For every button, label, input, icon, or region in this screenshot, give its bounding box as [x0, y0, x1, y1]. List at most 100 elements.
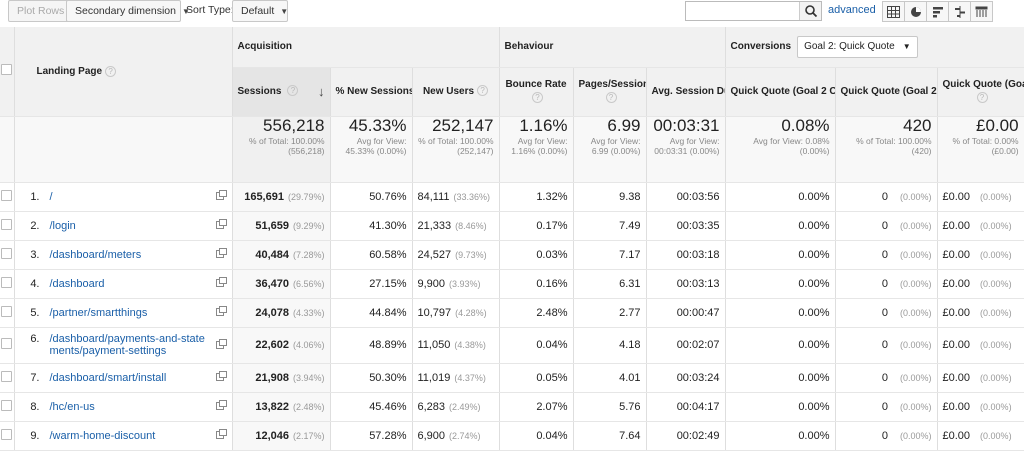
open-page-icon[interactable]: [215, 248, 227, 261]
help-icon[interactable]: ?: [532, 92, 544, 104]
row-index: 1.: [30, 190, 40, 203]
table-row[interactable]: 6. /dashboard/payments-and-statements/pay…: [0, 327, 1024, 364]
avg-duration-value: 00:03:56: [676, 190, 720, 203]
qq-rate-cell: 0.00%: [725, 421, 836, 451]
open-page-icon[interactable]: [215, 400, 227, 413]
search-input[interactable]: [686, 2, 796, 20]
goal-selector-value: Goal 2: Quick Quote: [804, 40, 895, 52]
landing-page-link[interactable]: /dashboard/meters: [49, 248, 142, 261]
new-sessions-column-header[interactable]: % New Sessions?: [330, 67, 413, 117]
qq-rate-column-header[interactable]: Quick Quote (Goal 2 Conversion Rate)?: [725, 67, 836, 117]
row-checkbox-cell: [0, 298, 15, 328]
table-row[interactable]: 1. / 165,691 (29.79%) 50.76% 84,111 (33.36%) 1.…: [0, 182, 1024, 212]
landing-page-link[interactable]: /dashboard/payments-and-statements/payme…: [49, 333, 205, 357]
qq-value-pct: (0.00%): [980, 191, 1012, 202]
comparison-view-button[interactable]: [948, 1, 971, 22]
search-button[interactable]: [799, 2, 821, 20]
totals-cb-cell: [0, 116, 15, 183]
table-row[interactable]: 4. /dashboard 36,470 (6.56%) 27.15% 9,900 (3.9…: [0, 269, 1024, 299]
open-page-icon[interactable]: [215, 371, 227, 384]
help-icon[interactable]: ?: [976, 92, 988, 104]
bounce-rate-column-header[interactable]: Bounce Rate?: [499, 67, 574, 117]
help-icon[interactable]: ?: [605, 92, 617, 104]
open-page-icon[interactable]: [215, 306, 227, 319]
landing-page-link[interactable]: /dashboard: [49, 277, 105, 290]
table-row[interactable]: 5. /partner/smartthings 24,078 (4.33%) 44.84…: [0, 298, 1024, 328]
help-icon[interactable]: ?: [287, 85, 299, 97]
qq-rate-value: 0.00%: [798, 371, 830, 384]
table-row[interactable]: 3. /dashboard/meters 40,484 (7.28%) 60.58% 24…: [0, 240, 1024, 270]
total-value: 0.08%: [781, 116, 830, 135]
new-users-column-header[interactable]: New Users?: [412, 67, 500, 117]
pages-session-cell: 6.31: [573, 269, 647, 299]
total-sub: % of Total: 100.00% (252,147): [418, 135, 494, 156]
new-sessions-value: 60.58%: [369, 248, 407, 261]
sessions-column-header[interactable]: Sessions? ↓: [232, 67, 331, 117]
pages-session-column-header[interactable]: Pages/Session?: [573, 67, 647, 117]
row-checkbox[interactable]: [1, 399, 13, 411]
select-all-checkbox[interactable]: [1, 64, 13, 76]
percentage-view-button[interactable]: [904, 1, 927, 22]
sessions-value: 12,046: [255, 429, 289, 442]
help-icon[interactable]: ?: [105, 65, 117, 77]
landing-page-link[interactable]: /dashboard/smart/install: [49, 371, 167, 384]
landing-page-link[interactable]: /login: [49, 219, 76, 232]
row-checkbox[interactable]: [1, 305, 13, 317]
landing-page-header[interactable]: Landing Page?: [14, 27, 233, 117]
row-checkbox[interactable]: [1, 189, 13, 201]
landing-page-link[interactable]: /partner/smartthings: [49, 306, 148, 319]
avg-duration-cell: 00:02:49: [646, 421, 726, 451]
landing-page-link[interactable]: /: [49, 190, 53, 203]
qq-value-value: £0.00: [942, 219, 971, 232]
qq-value-column-header[interactable]: Quick Quote (Goal 2 Value)?: [937, 67, 1024, 117]
qq-rate-cell: 0.00%: [725, 392, 836, 422]
open-page-icon[interactable]: [215, 190, 227, 203]
landing-page-link[interactable]: /warm-home-discount: [49, 429, 156, 442]
data-table-view-button[interactable]: [882, 1, 905, 22]
sort-type-dropdown[interactable]: Default ▼: [232, 0, 288, 22]
new-sessions-header-label: % New Sessions: [335, 85, 412, 97]
sessions-cell: 36,470 (6.56%): [232, 269, 331, 299]
row-checkbox[interactable]: [1, 428, 13, 440]
help-icon[interactable]: ?: [477, 85, 489, 97]
new-users-pct: (2.74%): [449, 430, 481, 441]
sessions-cell: 12,046 (2.17%): [232, 421, 331, 451]
new-users-cell: 9,900 (3.93%): [412, 269, 500, 299]
pages-session-cell: 5.76: [573, 392, 647, 422]
sessions-value: 24,078: [255, 306, 289, 319]
landing-page-link[interactable]: /hc/en-us: [49, 400, 95, 413]
row-checkbox[interactable]: [1, 370, 13, 382]
row-index: 6.: [30, 333, 40, 345]
sort-type-label: Sort Type:: [186, 4, 234, 16]
secondary-dimension-dropdown[interactable]: Secondary dimension ▼: [66, 0, 190, 22]
open-page-icon[interactable]: [215, 429, 227, 442]
qq-rate-value: 0.00%: [798, 219, 830, 232]
new-users-value: 9,900: [417, 277, 446, 290]
table-row[interactable]: 9. /warm-home-discount 12,046 (2.17%) 57.28%…: [0, 421, 1024, 451]
table-row[interactable]: 7. /dashboard/smart/install 21,908 (3.94%) 5…: [0, 363, 1024, 393]
performance-view-button[interactable]: [926, 1, 949, 22]
landing-page-wrap: 6. /dashboard/payments-and-statements/pay…: [20, 333, 227, 357]
plot-rows-button[interactable]: Plot Rows: [8, 0, 74, 22]
open-page-icon[interactable]: [215, 277, 227, 290]
row-checkbox[interactable]: [1, 218, 13, 230]
table-row[interactable]: 8. /hc/en-us 13,822 (2.48%) 45.46% 6,283 (2.49…: [0, 392, 1024, 422]
qq-rate-cell: 0.00%: [725, 182, 836, 212]
pages-session-cell: 7.64: [573, 421, 647, 451]
qq-completions-column-header[interactable]: Quick Quote (Goal 2 Completions)?: [835, 67, 938, 117]
landing-page-group: 8. /hc/en-us: [20, 401, 210, 413]
open-page-icon[interactable]: [215, 338, 227, 352]
qq-value-value: £0.00: [942, 248, 971, 261]
row-checkbox[interactable]: [1, 276, 13, 288]
goal-selector-dropdown[interactable]: Goal 2: Quick Quote ▼: [797, 35, 918, 58]
row-checkbox[interactable]: [1, 247, 13, 259]
table-row[interactable]: 2. /login 51,659 (9.29%) 41.30% 21,333 (8.46%)…: [0, 211, 1024, 241]
avg-duration-column-header[interactable]: Avg. Session Duration?: [646, 67, 726, 117]
open-page-icon[interactable]: [215, 219, 227, 232]
advanced-filter-link[interactable]: advanced: [828, 4, 876, 16]
qq-value-cell: £0.00 (0.00%): [937, 240, 1024, 270]
pivot-view-button[interactable]: [970, 1, 993, 22]
chevron-down-icon: ▼: [181, 7, 190, 16]
sessions-pct: (4.06%): [292, 340, 325, 350]
row-checkbox[interactable]: [1, 338, 13, 349]
